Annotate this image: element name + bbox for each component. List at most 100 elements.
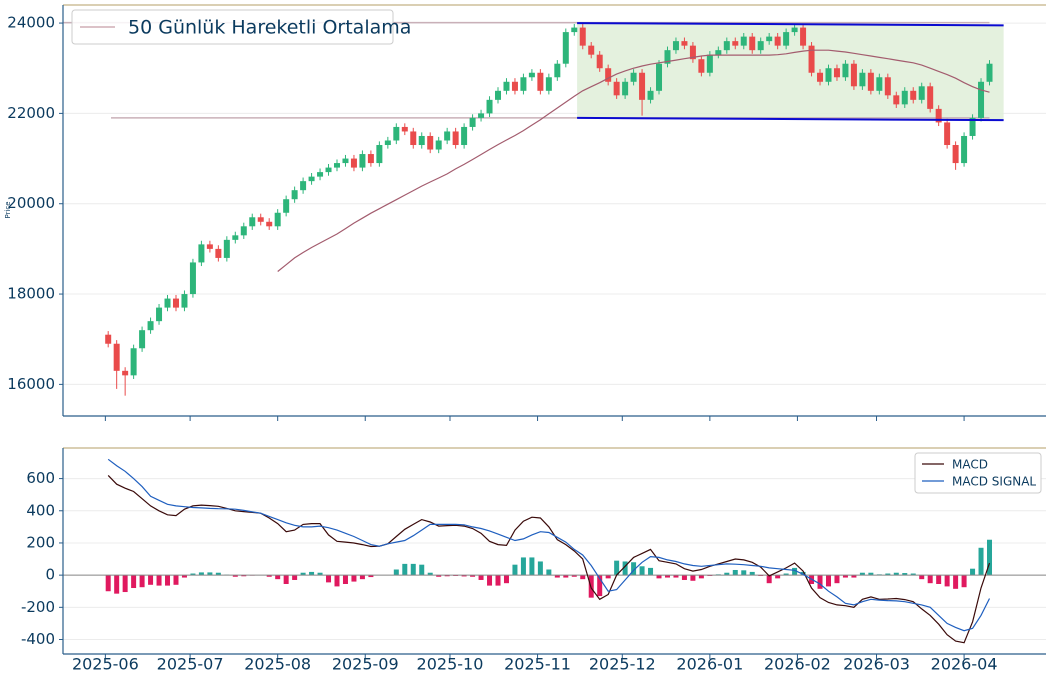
series-line: [107, 474, 991, 644]
candle-body: [418, 135, 425, 146]
histogram-bar: [724, 572, 730, 576]
legend-box: [914, 452, 1042, 494]
candle-body: [961, 135, 968, 164]
channel-line: [577, 116, 1004, 122]
histogram-bar: [546, 569, 552, 576]
legend-label: MACD: [952, 458, 988, 472]
candle-body: [240, 226, 247, 236]
histogram-bar: [122, 575, 128, 593]
histogram-bar: [631, 562, 637, 576]
histogram-bar: [410, 563, 416, 576]
histogram-bar: [215, 572, 221, 576]
candle-body: [664, 50, 671, 64]
y-tick-label: 0: [45, 566, 55, 584]
candle-body: [401, 126, 408, 132]
x-tick-label: 2026-04: [931, 655, 998, 674]
candle-body: [495, 90, 502, 100]
candle-body: [910, 90, 917, 100]
histogram-bar: [503, 575, 509, 584]
histogram-bar: [190, 573, 196, 576]
candle-body: [554, 63, 561, 78]
candle-body: [740, 36, 747, 46]
candle-body: [249, 217, 256, 227]
candle-body: [766, 36, 773, 42]
histogram-bar: [351, 575, 357, 582]
candle-body: [308, 176, 315, 182]
candle-body: [444, 131, 451, 141]
x-tick-label: 2026-03: [843, 655, 910, 674]
histogram-bar: [131, 575, 137, 589]
candle-body: [198, 244, 205, 263]
histogram-bar: [961, 575, 967, 588]
histogram-bar: [478, 575, 484, 580]
histogram-bar: [173, 575, 179, 585]
histogram-bar: [859, 572, 865, 576]
candle-body: [232, 235, 239, 240]
candle-body: [927, 86, 934, 109]
candle-body: [367, 154, 374, 164]
histogram-bar: [114, 575, 120, 594]
y-tick-label: 200: [26, 533, 55, 551]
candle-body: [325, 167, 332, 173]
histogram-bar: [342, 575, 348, 584]
histogram-bar: [317, 572, 323, 576]
candle-body: [122, 370, 129, 376]
candle-body: [749, 36, 756, 51]
y-tick-label: 16000: [7, 375, 55, 393]
histogram-bar: [741, 570, 747, 576]
candle-body: [300, 181, 307, 191]
histogram-bar: [775, 575, 781, 579]
x-tick-label: 2025-06: [72, 655, 139, 674]
candle-body: [867, 72, 874, 91]
candle-body: [842, 63, 849, 78]
candle-body: [215, 248, 222, 258]
y-tick-label: 600: [26, 469, 55, 487]
x-tick-label: 2026-02: [764, 655, 831, 674]
candle-body: [978, 81, 985, 118]
legend-box: [71, 9, 394, 45]
y-tick-label: 400: [26, 501, 55, 519]
histogram-bar: [266, 575, 272, 577]
candle-body: [350, 158, 357, 168]
candle-body: [139, 330, 146, 349]
candle-body: [689, 45, 696, 60]
histogram-bar: [427, 572, 433, 576]
histogram-bar: [605, 575, 611, 579]
histogram-bar: [529, 557, 535, 576]
candle-body: [520, 77, 527, 91]
candle-body: [172, 298, 179, 308]
histogram-bar: [283, 575, 289, 584]
histogram-bar: [902, 573, 908, 576]
histogram-bar: [639, 566, 645, 576]
candle-body: [672, 41, 679, 51]
histogram-bar: [309, 571, 315, 576]
histogram-bar: [232, 575, 238, 577]
histogram-bar: [978, 547, 984, 576]
candle-body: [571, 27, 578, 33]
histogram-bar: [834, 575, 840, 584]
legend-label: 50 Günlük Hareketli Ortalama: [128, 17, 411, 39]
x-tick-label: 2025-09: [332, 655, 399, 674]
histogram-bar: [512, 564, 518, 576]
candle-body: [893, 95, 900, 105]
histogram-bar: [927, 575, 933, 584]
candle-body: [384, 140, 391, 146]
candle-body: [511, 81, 518, 91]
candle-body: [545, 77, 552, 91]
histogram-bar: [537, 561, 543, 576]
candle-body: [291, 190, 298, 200]
candle-body: [503, 81, 510, 91]
candle-body: [528, 72, 535, 78]
histogram-bar: [198, 572, 204, 576]
histogram-bar: [851, 575, 857, 578]
candle-body: [588, 45, 595, 55]
candle-body: [181, 294, 188, 308]
candle-body: [274, 212, 281, 227]
histogram-bar: [910, 573, 916, 576]
histogram-bar: [944, 575, 950, 587]
histogram-bar: [766, 575, 772, 584]
histogram-bar: [571, 575, 577, 577]
histogram-bar: [470, 575, 476, 577]
